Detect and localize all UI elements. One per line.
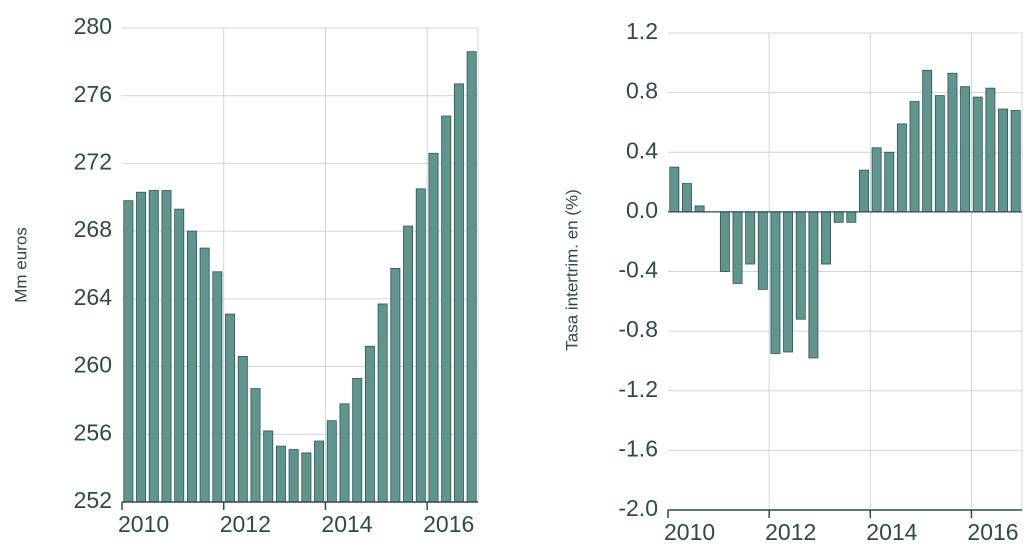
- y-tick-label: -0.8: [618, 316, 658, 342]
- bar: [250, 388, 261, 503]
- y-tick-label: 0.0: [626, 197, 658, 223]
- bar: [745, 211, 756, 265]
- bar: [212, 271, 223, 503]
- y-tick-label: 272: [74, 149, 112, 175]
- y-tick-label: -0.4: [618, 257, 658, 283]
- bar: [174, 208, 185, 503]
- bar: [795, 211, 806, 320]
- y-tick-label: 276: [74, 81, 112, 107]
- bar: [985, 87, 996, 213]
- x-tick-label: 2014: [866, 519, 917, 545]
- bar: [998, 108, 1008, 213]
- bar: [326, 420, 337, 503]
- bar: [301, 452, 312, 503]
- bar: [682, 183, 692, 213]
- y-tick-label: 256: [74, 419, 112, 445]
- bar: [833, 211, 844, 223]
- bar: [1010, 110, 1021, 213]
- x-tick-label: 2012: [220, 511, 271, 537]
- bar: [364, 345, 375, 503]
- y-tick-label: 280: [74, 13, 112, 39]
- y-tick-label: 264: [74, 284, 113, 310]
- bar: [314, 440, 325, 503]
- bar: [415, 188, 426, 503]
- bar: [972, 96, 983, 213]
- y-axis-label: Tasa intertrim. en (%): [562, 189, 581, 351]
- bar: [960, 86, 971, 213]
- bar: [947, 72, 958, 213]
- x-tick-label: 2012: [765, 519, 816, 545]
- x-tick-label: 2010: [118, 511, 169, 537]
- bar: [352, 378, 363, 503]
- y-tick-label: 260: [74, 352, 112, 378]
- bar: [339, 403, 350, 503]
- bar: [896, 123, 907, 213]
- x-tick-label: 2016: [967, 519, 1018, 545]
- bar: [922, 69, 933, 213]
- bar: [263, 430, 274, 503]
- bar: [669, 166, 680, 213]
- bar: [719, 211, 730, 272]
- bar: [871, 147, 882, 213]
- bar: [186, 230, 197, 503]
- bar: [225, 313, 236, 503]
- bar: [403, 225, 414, 503]
- bar: [123, 200, 134, 503]
- bar: [288, 449, 299, 503]
- bar: [428, 152, 439, 503]
- y-tick-label: 0.8: [626, 78, 658, 104]
- bar: [136, 191, 147, 503]
- y-tick-label: -1.6: [618, 435, 658, 461]
- bar: [466, 51, 477, 503]
- y-tick-label: 0.4: [626, 137, 658, 163]
- x-tick-label: 2010: [664, 519, 715, 545]
- bar: [377, 303, 388, 503]
- bar: [821, 211, 831, 265]
- bar: [161, 190, 172, 503]
- bar: [859, 169, 869, 213]
- bar: [846, 211, 857, 223]
- y-axis-label: Mm euros: [11, 227, 30, 303]
- bar: [694, 205, 705, 213]
- bar: [237, 356, 248, 503]
- bar: [199, 247, 210, 503]
- bar: [770, 211, 781, 354]
- x-tick-label: 2014: [321, 511, 372, 537]
- y-tick-label: 268: [74, 216, 112, 242]
- bar: [909, 101, 920, 213]
- bar: [783, 211, 794, 353]
- bar: [934, 95, 945, 213]
- bar: [757, 211, 768, 290]
- x-tick-label: 2016: [423, 511, 474, 537]
- bar: [732, 211, 743, 284]
- bar: [148, 190, 159, 503]
- bar: [441, 115, 452, 503]
- bar: [884, 151, 895, 213]
- bar: [275, 445, 286, 503]
- y-tick-label: 1.2: [626, 18, 658, 44]
- bar: [390, 267, 401, 503]
- y-tick-label: -1.2: [618, 376, 658, 402]
- bar: [808, 211, 819, 359]
- bar: [453, 83, 464, 503]
- y-tick-label: 252: [74, 487, 112, 513]
- y-tick-label: -2.0: [618, 495, 658, 521]
